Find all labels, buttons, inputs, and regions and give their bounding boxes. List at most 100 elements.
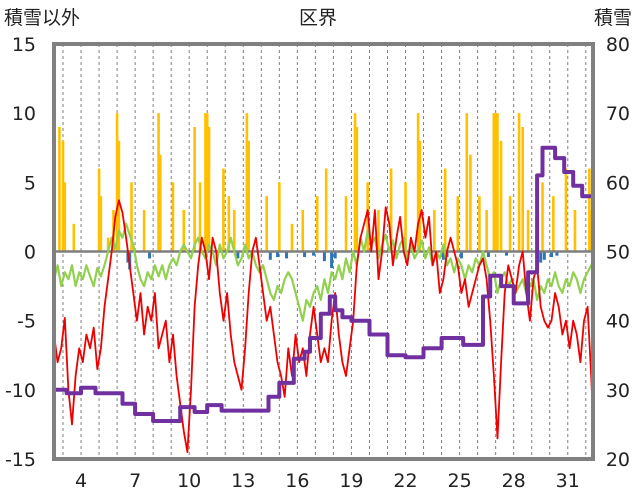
precip-bar <box>494 113 497 252</box>
precip-bar <box>496 113 499 252</box>
precip-bar <box>324 168 328 252</box>
precip-bar <box>130 182 133 252</box>
left-tick-label: 15 <box>12 34 36 56</box>
precip-bar <box>541 182 544 252</box>
precip-bar <box>564 168 568 252</box>
precip-bar <box>552 196 555 252</box>
precip-bar <box>588 168 591 252</box>
x-tick-label: 19 <box>339 470 363 492</box>
precip-bar <box>61 140 65 252</box>
precip-bar <box>418 140 422 252</box>
precip-bar <box>115 113 119 252</box>
precip-bar <box>198 182 202 252</box>
precip-bar-negative <box>441 251 445 260</box>
x-tick-label: 10 <box>177 470 201 492</box>
precip-bar <box>521 127 524 252</box>
precip-bar-negative <box>486 251 490 258</box>
precip-bar <box>433 210 436 252</box>
precip-bar <box>355 127 359 252</box>
precip-bar <box>63 182 67 252</box>
precip-bar <box>99 196 103 252</box>
series-line-snow-depth <box>54 145 593 423</box>
precip-bar-negative <box>303 251 307 258</box>
left-tick-label: -15 <box>5 449 36 471</box>
precip-bar <box>456 196 460 252</box>
precip-bar <box>492 113 496 252</box>
precip-bar <box>227 196 231 252</box>
series-lines <box>52 145 594 454</box>
precip-bar <box>72 223 76 252</box>
precip-bar-negative <box>459 251 463 259</box>
right-tick-label: 60 <box>606 172 630 194</box>
precip-bar <box>508 196 512 252</box>
precip-bar <box>465 113 469 252</box>
precip-bar-negative <box>542 251 546 260</box>
precip-bar <box>478 196 481 252</box>
precip-bar-negative <box>550 251 554 258</box>
precip-bar <box>517 113 521 252</box>
precip-bar-negative <box>504 251 508 256</box>
precip-bar <box>469 154 472 252</box>
precip-bar <box>404 182 407 252</box>
left-tick-label: 10 <box>12 103 36 125</box>
precip-bar <box>106 237 110 252</box>
precip-bar-negative <box>236 251 240 259</box>
precip-bar <box>573 210 577 252</box>
series-line-wind <box>52 222 593 322</box>
precip-bar <box>117 140 121 252</box>
precip-bar <box>389 168 393 252</box>
precip-bar <box>278 182 281 252</box>
precip-bar <box>222 168 225 252</box>
left-axis-label: 積雪以外 <box>4 7 80 29</box>
precip-bar <box>205 113 209 252</box>
precip-bar <box>377 210 380 252</box>
precip-bar <box>204 113 207 252</box>
precip-bar <box>182 210 186 252</box>
right-axis-label: 積雪 <box>594 7 632 29</box>
right-tick-label: 70 <box>606 103 630 125</box>
precip-bar-negative <box>268 251 272 260</box>
precip-bar <box>159 154 162 252</box>
precip-bar <box>499 140 503 252</box>
precip-bar <box>157 113 160 252</box>
precip-bar-negative <box>312 251 316 256</box>
x-tick-label: 4 <box>75 470 87 492</box>
precip-bar-negative <box>333 251 337 259</box>
x-axis-ticks: 4 7 10 13 16 19 22 25 28 31 <box>75 470 580 492</box>
precip-bar <box>344 196 348 252</box>
precip-bar-negative <box>555 251 559 256</box>
precip-bar <box>207 127 211 252</box>
precip-bar <box>485 210 488 252</box>
precip-bar-negative <box>148 251 152 259</box>
precip-bar-negative <box>322 251 326 262</box>
right-tick-label: 50 <box>606 242 630 264</box>
precip-bar <box>353 113 357 252</box>
precip-bar <box>142 210 146 252</box>
left-tick-label: 0 <box>24 242 36 264</box>
x-tick-label: 16 <box>285 470 309 492</box>
precip-bar <box>416 113 420 252</box>
precip-bar <box>443 168 447 252</box>
x-tick-label: 7 <box>129 470 141 492</box>
precip-bar-negative <box>330 251 334 269</box>
x-tick-label: 28 <box>502 470 526 492</box>
x-tick-label: 22 <box>393 470 417 492</box>
x-tick-label: 25 <box>448 470 472 492</box>
precip-bar <box>245 113 249 252</box>
chart-title: 区界 <box>299 7 337 29</box>
precip-bar <box>265 196 269 252</box>
precip-bar <box>58 127 61 252</box>
precip-bars-up <box>58 113 593 252</box>
right-tick-label: 80 <box>606 34 630 56</box>
precip-bar <box>232 210 236 252</box>
left-tick-label: -10 <box>5 380 36 402</box>
x-tick-label: 31 <box>556 470 580 492</box>
precip-bar-negative <box>276 251 280 258</box>
series-line-temperature <box>53 199 594 454</box>
left-tick-label: 5 <box>24 172 36 194</box>
precip-bar <box>97 168 101 252</box>
precip-bar <box>301 210 305 252</box>
left-tick-label: -5 <box>17 311 36 333</box>
plot-frame <box>52 42 595 461</box>
